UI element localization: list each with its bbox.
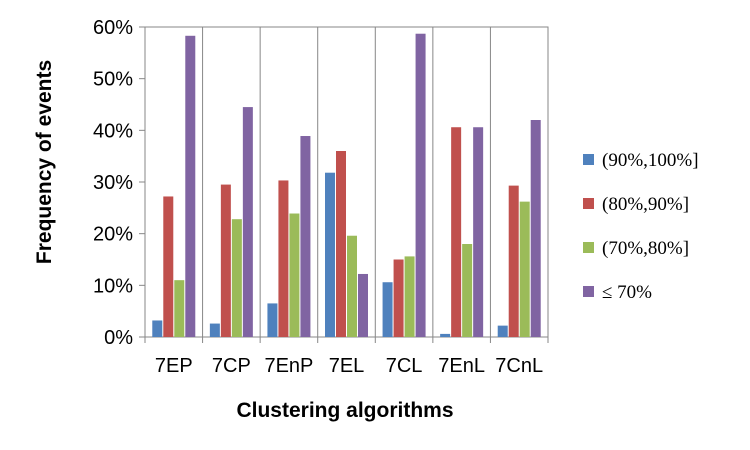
bar: [220, 184, 231, 337]
plot-area: 0% 10% 20% 30% 40% 50% 60% 7EP 7CP 7EnP 7EL 7CL 7EnL…: [93, 17, 549, 377]
bar: [508, 185, 519, 337]
bar: [530, 120, 541, 337]
bar: [473, 127, 484, 337]
bar: [336, 151, 346, 337]
bar: [300, 136, 311, 337]
bar: [382, 282, 393, 337]
x-tick-label: 7CnL: [495, 355, 543, 377]
bar: [267, 303, 278, 337]
bar: [519, 201, 530, 337]
y-tick-label: 50%: [93, 69, 133, 91]
bar: [358, 273, 368, 337]
bar: [404, 256, 415, 337]
y-tick-label: 0%: [104, 327, 133, 349]
bar: [347, 235, 357, 337]
legend-swatch: [583, 286, 594, 297]
bar: [289, 213, 300, 337]
bar: [174, 280, 185, 337]
bar: [185, 35, 196, 338]
x-tick-label: 7EnL: [438, 355, 485, 377]
bar: [152, 320, 163, 337]
bar: [440, 333, 451, 337]
y-tick-label: 10%: [93, 275, 133, 297]
bar: [393, 259, 404, 337]
y-tick-label: 40%: [93, 120, 133, 142]
y-tick-label: 20%: [93, 224, 133, 246]
bar: [462, 244, 473, 337]
x-tick-label: 7EP: [155, 355, 193, 377]
legend: (90%,100%] (80%,90%] (70%,80%] ≤ 70%: [583, 150, 699, 303]
legend-label: (70%,80%]: [602, 238, 689, 259]
bar: [497, 325, 508, 337]
bar: [325, 172, 335, 337]
bar: [278, 180, 289, 337]
plot-border: [144, 26, 549, 338]
bar: [231, 219, 242, 337]
y-axis-title: Frequency of events: [33, 60, 56, 264]
legend-swatch: [583, 242, 594, 253]
x-tick-label: 7CP: [212, 355, 251, 377]
legend-label: (90%,100%]: [602, 150, 699, 171]
bar: [451, 127, 462, 337]
y-tick-label: 60%: [93, 17, 133, 39]
x-tick-label: 7CL: [386, 355, 423, 377]
legend-swatch: [583, 154, 594, 165]
legend-swatch: [583, 198, 594, 209]
bar: [209, 323, 220, 337]
legend-label: (80%,90%]: [602, 194, 689, 215]
bar: [415, 33, 426, 337]
bar: [242, 107, 253, 337]
bar: [163, 196, 174, 337]
x-tick-label: 7EL: [329, 355, 365, 377]
legend-label: ≤ 70%: [602, 282, 652, 303]
y-tick-label: 30%: [93, 172, 133, 194]
x-axis-title: Clustering algorithms: [236, 399, 453, 422]
x-tick-label: 7EnP: [264, 355, 313, 377]
